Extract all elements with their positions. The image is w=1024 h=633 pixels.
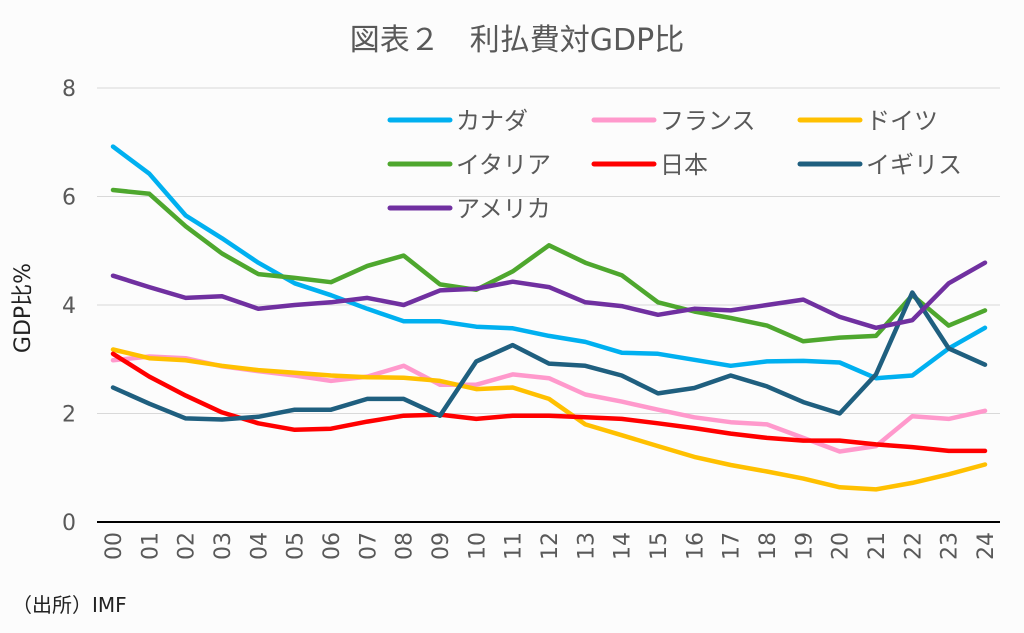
x-tick-label: 11 (502, 532, 527, 560)
x-tick-label: 24 (974, 532, 999, 560)
legend-label: フランス (660, 107, 756, 135)
y-tick-label: 4 (62, 294, 76, 319)
x-tick-label: 00 (102, 532, 127, 560)
x-tick-label: 21 (865, 532, 890, 560)
x-tick-label: 03 (211, 532, 236, 560)
x-tick-label: 04 (247, 532, 272, 560)
y-tick-label: 8 (62, 77, 76, 102)
y-axis-label: GDP比% (11, 263, 36, 353)
x-tick-label: 10 (465, 532, 490, 560)
y-tick-label: 2 (62, 403, 76, 428)
x-tick-label: 14 (611, 532, 636, 560)
x-tick-label: 20 (829, 532, 854, 560)
legend-label: イギリス (866, 151, 962, 179)
legend-label: 日本 (660, 151, 708, 179)
legend-label: イタリア (456, 151, 551, 179)
legend-label: アメリカ (456, 195, 551, 223)
series-line-0 (110, 144, 988, 381)
legend-label: カナダ (456, 107, 528, 135)
series-line-6 (110, 260, 988, 331)
x-tick-label: 09 (429, 532, 454, 560)
source-note: （出所）IMF (12, 593, 127, 617)
y-tick-label: 6 (62, 186, 76, 211)
y-tick-label: 0 (62, 511, 76, 536)
x-tick-label: 22 (901, 532, 926, 560)
x-tick-label: 17 (720, 532, 745, 560)
series-line-2 (110, 347, 988, 492)
x-tick-label: 12 (538, 532, 563, 560)
x-tick-label: 05 (284, 532, 309, 560)
x-tick-label: 13 (574, 532, 599, 560)
x-tick-label: 07 (356, 532, 381, 560)
series-group (110, 144, 988, 492)
x-tick-label: 08 (393, 532, 418, 560)
x-tick-label: 15 (647, 532, 672, 560)
series-line-4 (110, 351, 988, 454)
x-tick-label: 16 (683, 532, 708, 560)
x-tick-label: 02 (175, 532, 200, 560)
legend-label: ドイツ (866, 107, 938, 135)
series-line-3 (110, 187, 988, 344)
x-tick-label: 06 (320, 532, 345, 560)
x-tick-label: 19 (792, 532, 817, 560)
x-tick-label: 01 (138, 532, 163, 560)
series-line-5 (110, 290, 988, 422)
chart-title: 図表２ 利払費対GDP比 (350, 23, 684, 58)
x-tick-label: 23 (938, 532, 963, 560)
x-tick-label: 18 (756, 532, 781, 560)
